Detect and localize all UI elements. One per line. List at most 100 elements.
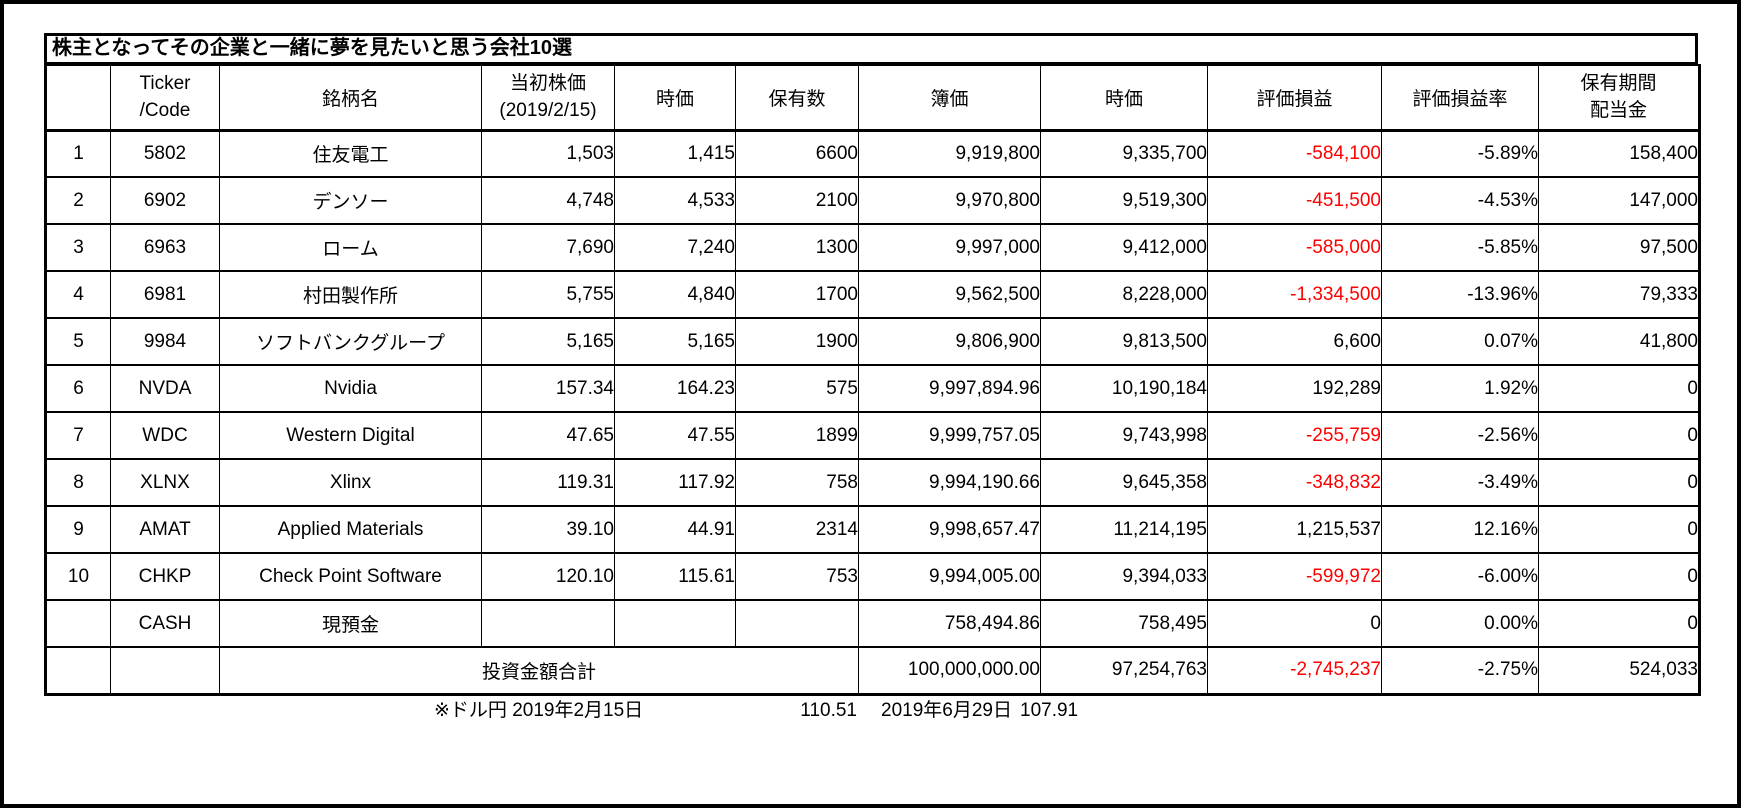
header-dividend-line2: 配当金 — [1589, 100, 1647, 122]
header-valuation-pl-rate: 評価損益率 — [1381, 64, 1539, 132]
cell-market-value: 9,813,500 — [1040, 317, 1208, 366]
table-row: 6 NVDA Nvidia 157.34 164.23 575 9,997,894.96 10… — [45, 364, 1700, 413]
cell-dividend: 0 — [1538, 411, 1700, 460]
cell-name: ローム — [219, 223, 482, 272]
header-name: 銘柄名 — [219, 64, 482, 132]
cell-dividend: 41,800 — [1538, 317, 1700, 366]
cell-ticker: 6902 — [110, 176, 220, 225]
cell-name: 村田製作所 — [219, 270, 482, 319]
cell-index: 4 — [45, 270, 111, 319]
cell-ticker: 9984 — [110, 317, 220, 366]
cell-dividend: 147,000 — [1538, 176, 1700, 225]
cell-book-value: 9,997,000 — [858, 223, 1041, 272]
cell-initial-price: 47.65 — [481, 411, 615, 460]
cell-valuation-pl: -2,745,237 — [1207, 646, 1382, 695]
header-valuation-pl: 評価損益 — [1207, 64, 1382, 132]
portfolio-table: Ticker /Code 銘柄名 当初株価 (2019/2/15) 時価 保有数… — [44, 64, 1701, 696]
cell-ticker: WDC — [110, 411, 220, 460]
cell-shares: 1900 — [735, 317, 859, 366]
header-market-value: 時価 — [1040, 64, 1208, 132]
cell-market-price: 5,165 — [614, 317, 736, 366]
cell-valuation-pl: -255,759 — [1207, 411, 1382, 460]
cell-market-price: 44.91 — [614, 505, 736, 554]
cell-dividend: 0 — [1538, 364, 1700, 413]
total-label: 投資金額合計 — [219, 646, 859, 695]
header-market-price: 時価 — [614, 64, 736, 132]
cell-index: 2 — [45, 176, 111, 225]
cell-initial-price: 4,748 — [481, 176, 615, 225]
cell-valuation-pl-rate: -5.89% — [1381, 129, 1539, 178]
cell-ticker — [110, 646, 220, 695]
cell-name: Applied Materials — [219, 505, 482, 554]
cell-book-value: 9,919,800 — [858, 129, 1041, 178]
cell-index: 9 — [45, 505, 111, 554]
cell-shares: 1700 — [735, 270, 859, 319]
cell-market-value: 8,228,000 — [1040, 270, 1208, 319]
cell-market-price: 164.23 — [614, 364, 736, 413]
cell-shares: 6600 — [735, 129, 859, 178]
table-row: 9 AMAT Applied Materials 39.10 44.91 2314 9,99… — [45, 505, 1700, 554]
cell-dividend: 97,500 — [1538, 223, 1700, 272]
cell-valuation-pl: 192,289 — [1207, 364, 1382, 413]
cell-market-value: 9,645,358 — [1040, 458, 1208, 507]
cell-valuation-pl-rate: 0.00% — [1381, 599, 1539, 648]
cell-name: Western Digital — [219, 411, 482, 460]
cell-valuation-pl-rate: 12.16% — [1381, 505, 1539, 554]
table-row: 1 5802 住友電工 1,503 1,415 6600 9,919,800 9,335,70… — [45, 129, 1700, 178]
table-row: 10 CHKP Check Point Software 120.10 115.61 75… — [45, 552, 1700, 601]
cell-initial-price: 5,165 — [481, 317, 615, 366]
cell-initial-price — [481, 599, 615, 648]
cell-valuation-pl: -599,972 — [1207, 552, 1382, 601]
cell-valuation-pl-rate: -6.00% — [1381, 552, 1539, 601]
cell-market-price: 47.55 — [614, 411, 736, 460]
cell-dividend: 0 — [1538, 552, 1700, 601]
cell-name: ソフトバンクグループ — [219, 317, 482, 366]
cell-market-price: 4,533 — [614, 176, 736, 225]
cell-valuation-pl-rate: -13.96% — [1381, 270, 1539, 319]
cell-valuation-pl: -348,832 — [1207, 458, 1382, 507]
header-ticker-line2: /Code — [139, 100, 191, 122]
cell-market-price: 1,415 — [614, 129, 736, 178]
portfolio-sheet: 株主となってその企業と一緒に夢を見たいと思う会社10選 Ticker /Code… — [44, 33, 1701, 696]
cell-market-price: 4,840 — [614, 270, 736, 319]
cell-initial-price: 5,755 — [481, 270, 615, 319]
cell-market-value: 11,214,195 — [1040, 505, 1208, 554]
cell-valuation-pl: -1,334,500 — [1207, 270, 1382, 319]
cell-book-value: 9,562,500 — [858, 270, 1041, 319]
cell-market-value: 9,335,700 — [1040, 129, 1208, 178]
header-ticker: Ticker /Code — [110, 64, 220, 132]
cell-index — [45, 646, 111, 695]
cell-ticker: CHKP — [110, 552, 220, 601]
cell-market-value: 97,254,763 — [1040, 646, 1208, 695]
header-initial-price-line2: (2019/2/15) — [499, 100, 597, 122]
cell-book-value: 9,994,190.66 — [858, 458, 1041, 507]
cell-valuation-pl-rate: -2.75% — [1381, 646, 1539, 695]
cell-initial-price: 120.10 — [481, 552, 615, 601]
cell-name: 住友電工 — [219, 129, 482, 178]
cell-market-value: 9,743,998 — [1040, 411, 1208, 460]
cell-ticker: 5802 — [110, 129, 220, 178]
usdjpy-rate-feb: 110.51 — [800, 700, 857, 721]
header-book-value: 簿価 — [858, 64, 1041, 132]
cell-dividend: 0 — [1538, 505, 1700, 554]
header-index — [45, 64, 111, 132]
table-row: CASH 現預金 758,494.86 758,495 0 0.00% 0 — [45, 599, 1700, 648]
table-row: 2 6902 デンソー 4,748 4,533 2100 9,970,800 9,519,30… — [45, 176, 1700, 225]
cell-shares: 575 — [735, 364, 859, 413]
cell-ticker: CASH — [110, 599, 220, 648]
footer-note: ※ドル円 2019年2月15日 110.51 2019年6月29日 107.91 — [0, 696, 1741, 726]
usdjpy-date-jun: 2019年6月29日 — [881, 700, 1012, 721]
cell-initial-price: 157.34 — [481, 364, 615, 413]
cell-valuation-pl: -451,500 — [1207, 176, 1382, 225]
cell-name: デンソー — [219, 176, 482, 225]
table-row: 3 6963 ローム 7,690 7,240 1300 9,997,000 9,412,000… — [45, 223, 1700, 272]
cell-book-value: 9,970,800 — [858, 176, 1041, 225]
cell-name: Check Point Software — [219, 552, 482, 601]
cell-shares: 758 — [735, 458, 859, 507]
usdjpy-label: ※ドル円 2019年2月15日 — [434, 700, 644, 721]
cell-shares: 2100 — [735, 176, 859, 225]
cell-ticker: NVDA — [110, 364, 220, 413]
total-row: 投資金額合計 100,000,000.00 97,254,763 -2,745,… — [45, 646, 1700, 695]
header-dividend-line1: 保有期間 — [1580, 73, 1657, 95]
cell-book-value: 100,000,000.00 — [858, 646, 1041, 695]
